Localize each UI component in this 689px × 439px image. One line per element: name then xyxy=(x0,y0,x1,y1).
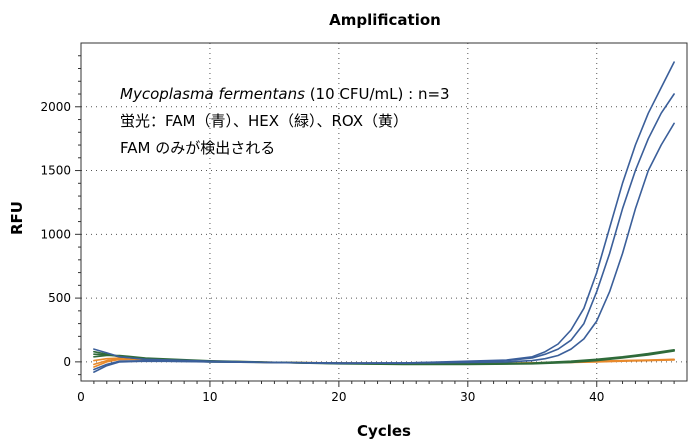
x-tick-label-30: 30 xyxy=(460,390,475,404)
annotation-condition: (10 CFU/mL) : n=3 xyxy=(305,85,450,103)
plot-frame xyxy=(80,42,688,382)
y-tick-label-2000: 2000 xyxy=(40,100,71,114)
annotation-line-3: FAM のみが検出される xyxy=(120,139,275,157)
tick-group: 0 10 20 30 40 0 500 1000 1500 2000 xyxy=(40,55,675,404)
series-line-fam-1 xyxy=(93,61,675,373)
y-tick-label-0: 0 xyxy=(63,355,71,369)
series-group xyxy=(93,61,675,373)
annotation-line-2: 蛍光：FAM（青）、HEX（緑）、ROX（黄） xyxy=(120,112,408,130)
annotation-block: Mycoplasma fermentans (10 CFU/mL) : n=3 … xyxy=(120,85,450,157)
annotation-organism: Mycoplasma fermentans xyxy=(120,85,305,103)
x-axis-label: Cycles xyxy=(357,422,411,439)
x-tick-label-40: 40 xyxy=(589,390,604,404)
y-tick-label-500: 500 xyxy=(48,291,71,305)
x-tick-label-0: 0 xyxy=(77,390,85,404)
y-tick-label-1500: 1500 xyxy=(40,164,71,178)
y-axis-label: RFU xyxy=(8,201,26,235)
y-tick-label-1000: 1000 xyxy=(40,227,71,241)
x-tick-label-20: 20 xyxy=(331,390,346,404)
series-line-fam-2 xyxy=(93,93,675,371)
x-tick-label-10: 10 xyxy=(202,390,217,404)
chart-title: Amplification xyxy=(329,11,441,29)
series-line-fam-3 xyxy=(93,122,675,364)
annotation-line-1: Mycoplasma fermentans (10 CFU/mL) : n=3 xyxy=(120,85,450,103)
